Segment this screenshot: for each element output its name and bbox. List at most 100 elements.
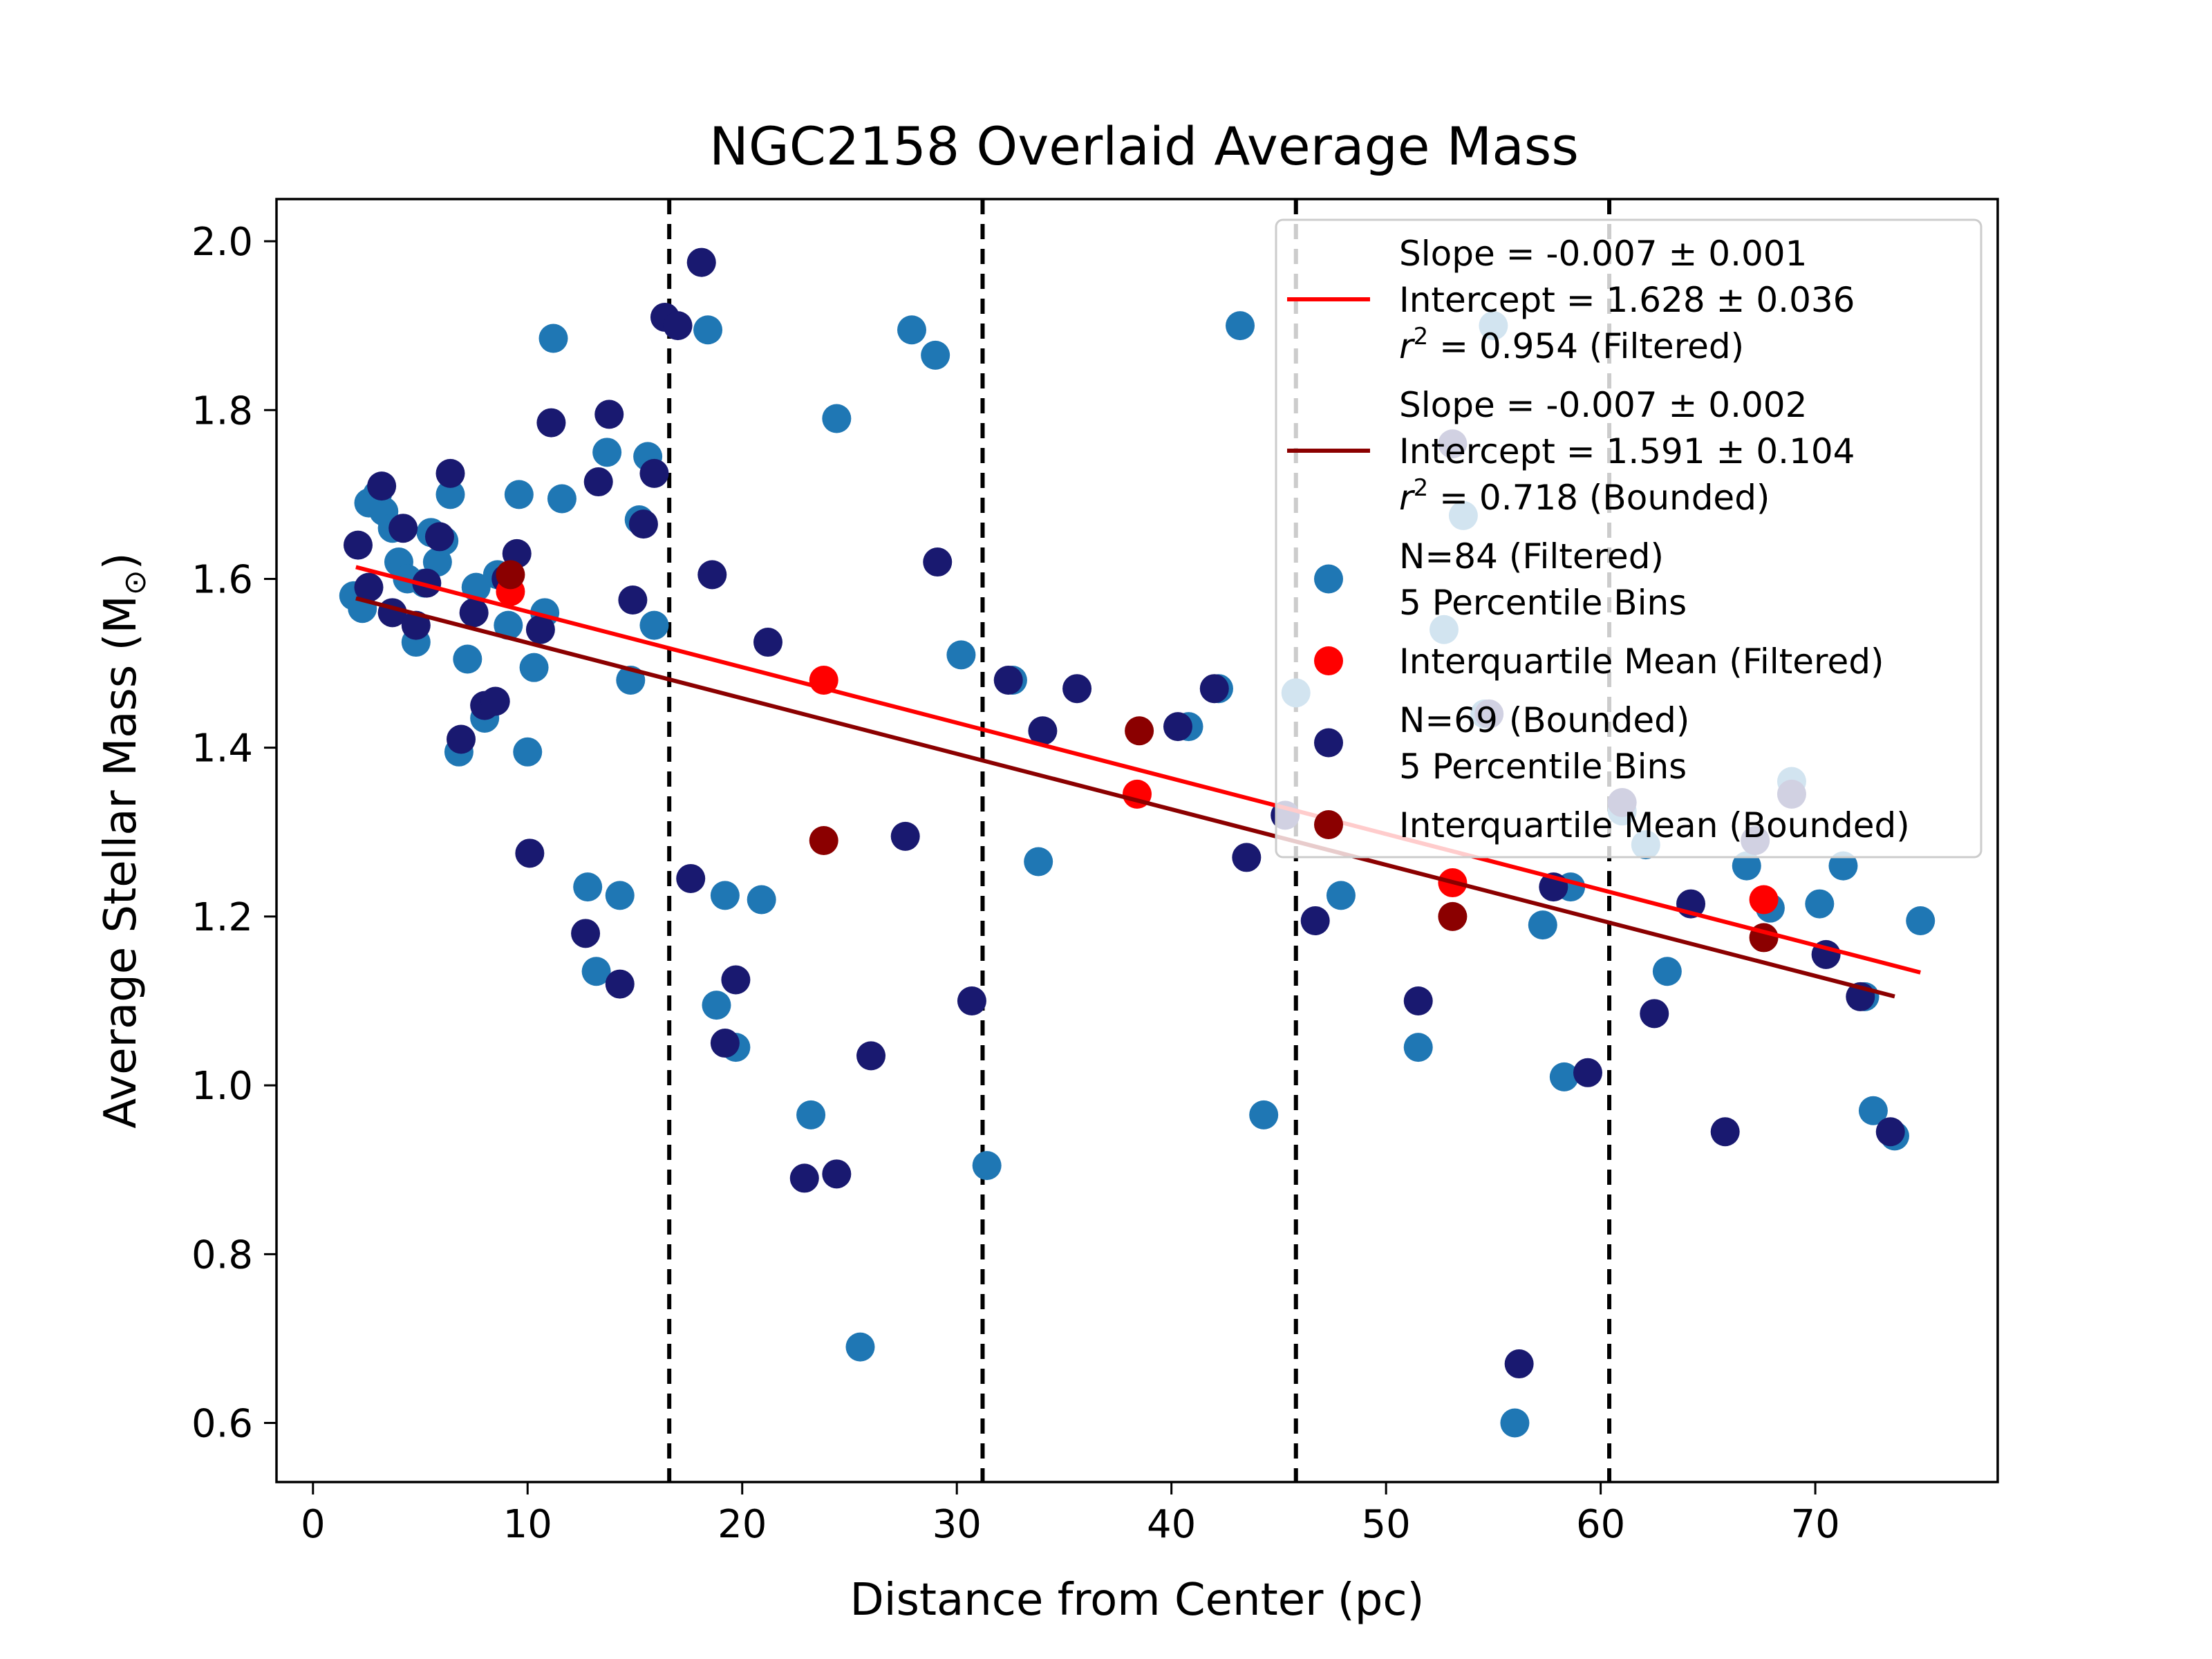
legend-entry-text: 5 Percentile Bins <box>1399 747 1687 787</box>
filtered-point <box>1549 1062 1579 1091</box>
legend: Slope = -0.007 ± 0.001 Intercept = 1.628 … <box>1275 218 1983 859</box>
filtered-point <box>1828 851 1858 881</box>
y-tick-label: 1.4 <box>191 727 253 771</box>
legend-entry-text: r2 = 0.954 (Filtered) <box>1399 323 1744 366</box>
bounded-iqm-point <box>496 560 525 590</box>
bounded-point <box>1640 999 1669 1029</box>
filtered-point <box>702 991 731 1020</box>
legend-r-value: = 0.718 (Bounded) <box>1428 478 1770 518</box>
filtered-iqm-point <box>1749 885 1779 915</box>
filtered-point <box>972 1151 1002 1181</box>
legend-entry-text: Interquartile Mean (Filtered) <box>1399 641 1884 682</box>
bounded-point <box>571 919 601 948</box>
bounded-point <box>354 572 384 602</box>
bounded-point <box>856 1041 886 1071</box>
filtered-fit-line <box>355 565 1921 975</box>
filtered-point <box>513 737 543 767</box>
legend-marker-swatch <box>1314 810 1343 839</box>
y-axis-label-text: Average Stellar Mass (M <box>95 595 147 1128</box>
filtered-point <box>1024 847 1053 877</box>
y-axis: 0.6 0.8 1.0 1.2 1.4 1.6 1.8 2.0 <box>191 220 276 1447</box>
bounded-point <box>536 408 566 438</box>
x-tick-label: 50 <box>1362 1502 1411 1547</box>
legend-marker-swatch <box>1314 564 1343 594</box>
y-axis-label-close: ) <box>95 552 147 570</box>
legend-r-symbol: r <box>1399 478 1416 518</box>
bounded-point <box>583 467 613 497</box>
bounded-point <box>639 458 669 488</box>
bounded-point <box>515 838 545 868</box>
x-tick-label: 70 <box>1790 1502 1839 1547</box>
y-tick-label: 1.2 <box>191 895 253 940</box>
x-tick-label: 20 <box>718 1502 767 1547</box>
bounded-point <box>957 986 986 1015</box>
bounded-point <box>1300 906 1330 935</box>
legend-r-value: = 0.954 (Filtered) <box>1428 326 1744 366</box>
bounded-iqm-point <box>1125 716 1154 746</box>
bounded-point <box>663 311 693 341</box>
filtered-point <box>946 640 976 670</box>
bounded-point <box>435 458 465 488</box>
bounded-point <box>697 560 727 590</box>
filtered-point <box>1326 881 1356 910</box>
bounded-point <box>628 509 658 539</box>
bounded-iqm-point <box>1438 901 1468 931</box>
bounded-point <box>525 615 555 644</box>
filtered-point <box>1858 1096 1888 1125</box>
legend-r-symbol: r <box>1399 326 1416 366</box>
filtered-point <box>897 315 927 345</box>
filtered-point <box>538 324 568 353</box>
filtered-point <box>639 610 669 640</box>
x-tick-label: 0 <box>301 1502 326 1547</box>
bounded-point <box>890 821 920 851</box>
bounded-point <box>1199 674 1229 704</box>
y-tick-label: 0.6 <box>191 1402 253 1447</box>
legend-entry-text: 5 Percentile Bins <box>1399 583 1687 623</box>
filtered-point <box>822 404 852 433</box>
bounded-point <box>1028 716 1058 746</box>
legend-entry-text: Slope = -0.007 ± 0.002 <box>1399 385 1807 425</box>
bounded-point <box>1710 1117 1740 1147</box>
bounded-point <box>721 965 751 995</box>
bounded-point <box>993 666 1023 695</box>
bounded-point <box>676 863 706 893</box>
filtered-point <box>519 653 549 682</box>
filtered-point <box>547 484 577 514</box>
filtered-point <box>1652 957 1682 986</box>
bounded-point <box>605 969 635 999</box>
y-tick-label: 0.8 <box>191 1232 253 1277</box>
legend-entry-text: Intercept = 1.628 ± 0.036 <box>1399 280 1855 320</box>
bounded-point <box>822 1159 852 1189</box>
legend-entry-text: Slope = -0.007 ± 0.001 <box>1399 234 1807 274</box>
axes-frame <box>275 198 1999 1483</box>
filtered-point <box>1805 889 1835 919</box>
bounded-point <box>480 686 510 716</box>
filtered-point <box>435 480 465 509</box>
bounded-point <box>686 247 716 277</box>
y-axis-label: Average Stellar Mass (M⊙) <box>95 552 153 1128</box>
filtered-point <box>921 340 950 370</box>
x-tick-label: 60 <box>1576 1502 1625 1547</box>
filtered-point <box>1249 1100 1279 1130</box>
filtered-point <box>1403 1033 1433 1062</box>
y-tick-label: 1.0 <box>191 1064 253 1109</box>
bounded-point <box>343 530 373 560</box>
x-axis-label: Distance from Center (pc) <box>850 1575 1425 1626</box>
bounded-point <box>1403 986 1433 1015</box>
filtered-point <box>605 881 635 910</box>
legend-r-superscript: 2 <box>1414 474 1429 502</box>
filtered-point <box>1226 311 1255 341</box>
bounded-point <box>459 598 489 628</box>
bounded-point <box>1163 712 1192 742</box>
filtered-point <box>453 644 482 674</box>
filtered-point <box>1906 906 1936 935</box>
filtered-point <box>581 957 611 986</box>
bounded-point <box>412 568 442 598</box>
bounded-point <box>923 547 953 577</box>
filtered-point <box>693 315 723 345</box>
filtered-point <box>1500 1408 1530 1438</box>
filtered-point <box>1732 851 1761 881</box>
bounded-point <box>424 522 454 552</box>
legend-entry-text: r2 = 0.718 (Bounded) <box>1399 474 1770 518</box>
